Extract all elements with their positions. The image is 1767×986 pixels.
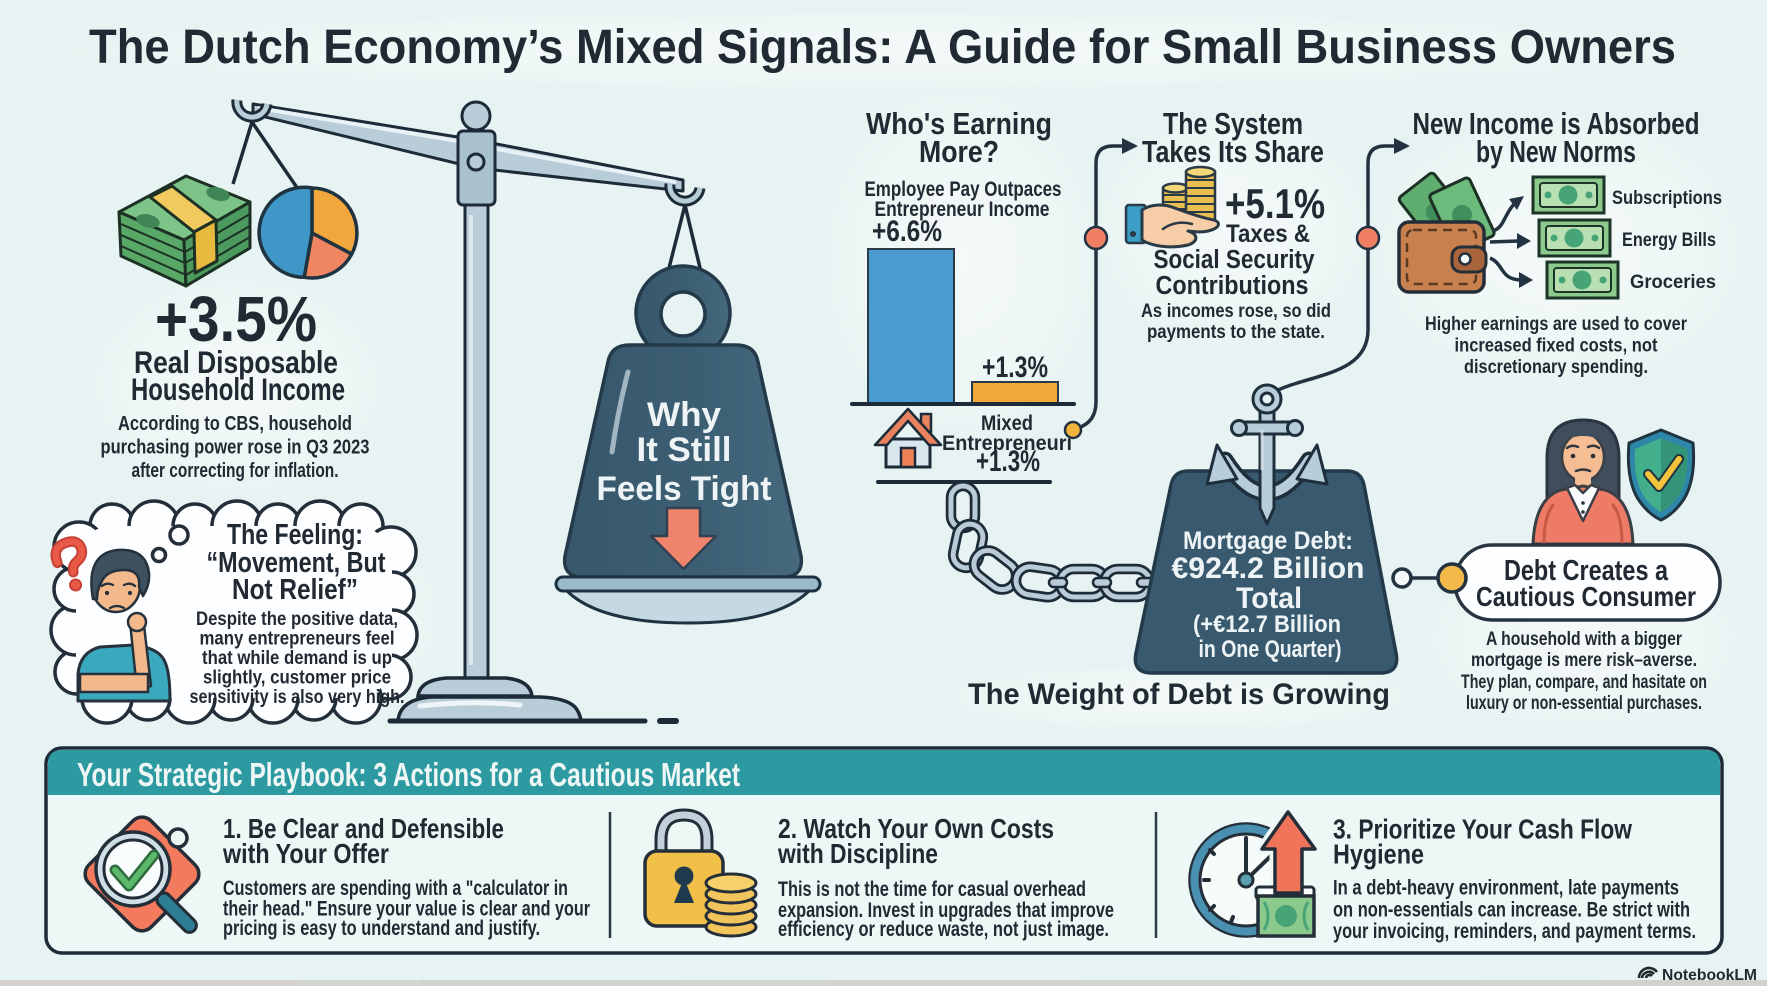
svg-text:luxury or non-essential purcha: luxury or non-essential purchases. bbox=[1466, 692, 1702, 714]
svg-text:your invoicing, reminders, and: your invoicing, reminders, and payment t… bbox=[1333, 920, 1696, 943]
svg-text:+1.3%: +1.3% bbox=[982, 351, 1048, 384]
svg-text:As incomes rose, so did: As incomes rose, so did bbox=[1141, 301, 1331, 322]
svg-text:+3.5%: +3.5% bbox=[155, 283, 317, 355]
svg-text:sensitivity is also very high.: sensitivity is also very high. bbox=[190, 687, 405, 708]
svg-text:Real Disposable: Real Disposable bbox=[134, 344, 338, 380]
svg-text:in One Quarter): in One Quarter) bbox=[1199, 636, 1342, 663]
svg-text:Household Income: Household Income bbox=[131, 371, 345, 407]
svg-text:Taxes &: Taxes & bbox=[1226, 220, 1310, 248]
svg-text:with Discipline: with Discipline bbox=[777, 838, 938, 869]
svg-text:1. Be Clear and Defensible: 1. Be Clear and Defensible bbox=[223, 813, 504, 844]
svg-text:They plan, compare, and hasita: They plan, compare, and hasitate on bbox=[1461, 671, 1707, 693]
svg-text:Energy Bills: Energy Bills bbox=[1622, 230, 1716, 251]
svg-text:Takes Its Share: Takes Its Share bbox=[1142, 134, 1324, 169]
svg-text:increased fixed costs, not: increased fixed costs, not bbox=[1455, 335, 1658, 357]
svg-text:The Dutch Economy’s Mixed Sign: The Dutch Economy’s Mixed Signals: A Gui… bbox=[89, 21, 1676, 74]
svg-text:Total: Total bbox=[1236, 582, 1302, 615]
svg-text:Contributions: Contributions bbox=[1156, 272, 1309, 300]
svg-text:after correcting for inflation: after correcting for inflation. bbox=[132, 459, 339, 482]
svg-text:by New Norms: by New Norms bbox=[1476, 134, 1636, 169]
svg-text:their head." Ensure your value: their head." Ensure your value is clear … bbox=[223, 898, 590, 921]
svg-text:Customers are spending with a: Customers are spending with a "calculato… bbox=[223, 877, 568, 900]
svg-text:More?: More? bbox=[919, 134, 999, 169]
svg-text:A household with a bigger: A household with a bigger bbox=[1486, 628, 1682, 650]
svg-text:Higher earnings are used to co: Higher earnings are used to cover bbox=[1425, 313, 1687, 335]
svg-text:In a debt-heavy environment, l: In a debt-heavy environment, late paymen… bbox=[1333, 876, 1679, 899]
svg-text:The Feeling:: The Feeling: bbox=[227, 519, 363, 551]
svg-text:This is not the time for casua: This is not the time for casual overhead bbox=[778, 878, 1086, 901]
svg-text:The System: The System bbox=[1163, 106, 1303, 141]
svg-text:Groceries: Groceries bbox=[1630, 272, 1716, 293]
svg-text:NotebookLM: NotebookLM bbox=[1662, 967, 1757, 984]
svg-text:with Your Offer: with Your Offer bbox=[222, 838, 389, 869]
svg-text:€924.2 Billion: €924.2 Billion bbox=[1172, 552, 1365, 585]
svg-text:on non-essentials can increase: on non-essentials can increase. Be stric… bbox=[1333, 899, 1690, 922]
svg-text:many entrepreneurs feel: many entrepreneurs feel bbox=[200, 629, 395, 650]
svg-text:Debt Creates a: Debt Creates a bbox=[1504, 555, 1669, 587]
svg-text:Social Security: Social Security bbox=[1154, 246, 1316, 274]
svg-text:2. Watch Your Own Costs: 2. Watch Your Own Costs bbox=[778, 813, 1054, 844]
svg-text:3. Prioritize Your Cash Flow: 3. Prioritize Your Cash Flow bbox=[1333, 814, 1632, 845]
svg-text:that while demand is up: that while demand is up bbox=[202, 648, 392, 669]
svg-text:The Weight of Debt is Growing: The Weight of Debt is Growing bbox=[968, 678, 1390, 711]
svg-text:Mixed: Mixed bbox=[981, 412, 1033, 435]
svg-text:Who's Earning: Who's Earning bbox=[866, 106, 1052, 141]
svg-text:Despite the positive data,: Despite the positive data, bbox=[196, 609, 398, 630]
svg-text:Why: Why bbox=[647, 396, 721, 434]
svg-text:discretionary spending.: discretionary spending. bbox=[1464, 356, 1648, 378]
svg-text:+6.6%: +6.6% bbox=[872, 215, 942, 248]
svg-text:(+€12.7 Billion: (+€12.7 Billion bbox=[1193, 611, 1341, 638]
svg-text:“Movement, But: “Movement, But bbox=[207, 547, 386, 579]
svg-text:+5.1%: +5.1% bbox=[1225, 180, 1325, 227]
svg-text:Not Relief”: Not Relief” bbox=[232, 574, 358, 606]
svg-text:efficiency or reduce waste, no: efficiency or reduce waste, not just ima… bbox=[778, 918, 1109, 941]
svg-text:It Still: It Still bbox=[637, 431, 732, 469]
svg-text:pricing is easy to understand: pricing is easy to understand and justif… bbox=[223, 917, 540, 940]
svg-text:purchasing power rose in Q3 20: purchasing power rose in Q3 2023 bbox=[101, 436, 370, 459]
svg-text:Hygiene: Hygiene bbox=[1333, 839, 1424, 870]
svg-text:Entrepreneur Income: Entrepreneur Income bbox=[875, 198, 1050, 221]
svg-text:According to CBS, household: According to CBS, household bbox=[118, 412, 352, 435]
svg-text:Mortgage Debt:: Mortgage Debt: bbox=[1183, 527, 1353, 555]
svg-text:mortgage is mere risk–averse.: mortgage is mere risk–averse. bbox=[1471, 649, 1697, 671]
svg-text:+1.3%: +1.3% bbox=[976, 445, 1040, 478]
svg-text:Entrepreneurı: Entrepreneurı bbox=[942, 432, 1072, 455]
svg-text:Subscriptions: Subscriptions bbox=[1612, 188, 1722, 209]
svg-text:payments to the state.: payments to the state. bbox=[1147, 322, 1325, 343]
svg-text:Feels Tight: Feels Tight bbox=[597, 470, 772, 508]
svg-text:Employee Pay Outpaces: Employee Pay Outpaces bbox=[865, 178, 1062, 201]
svg-text:slightly, customer price: slightly, customer price bbox=[203, 668, 391, 689]
svg-text:expansion. Invest in upgrades: expansion. Invest in upgrades that impro… bbox=[778, 899, 1114, 922]
svg-text:Cautious Consumer: Cautious Consumer bbox=[1476, 581, 1696, 612]
svg-text:New Income is Absorbed: New Income is Absorbed bbox=[1413, 106, 1700, 141]
svg-text:Your Strategic Playbook: 3 Act: Your Strategic Playbook: 3 Actions for a… bbox=[77, 756, 740, 793]
